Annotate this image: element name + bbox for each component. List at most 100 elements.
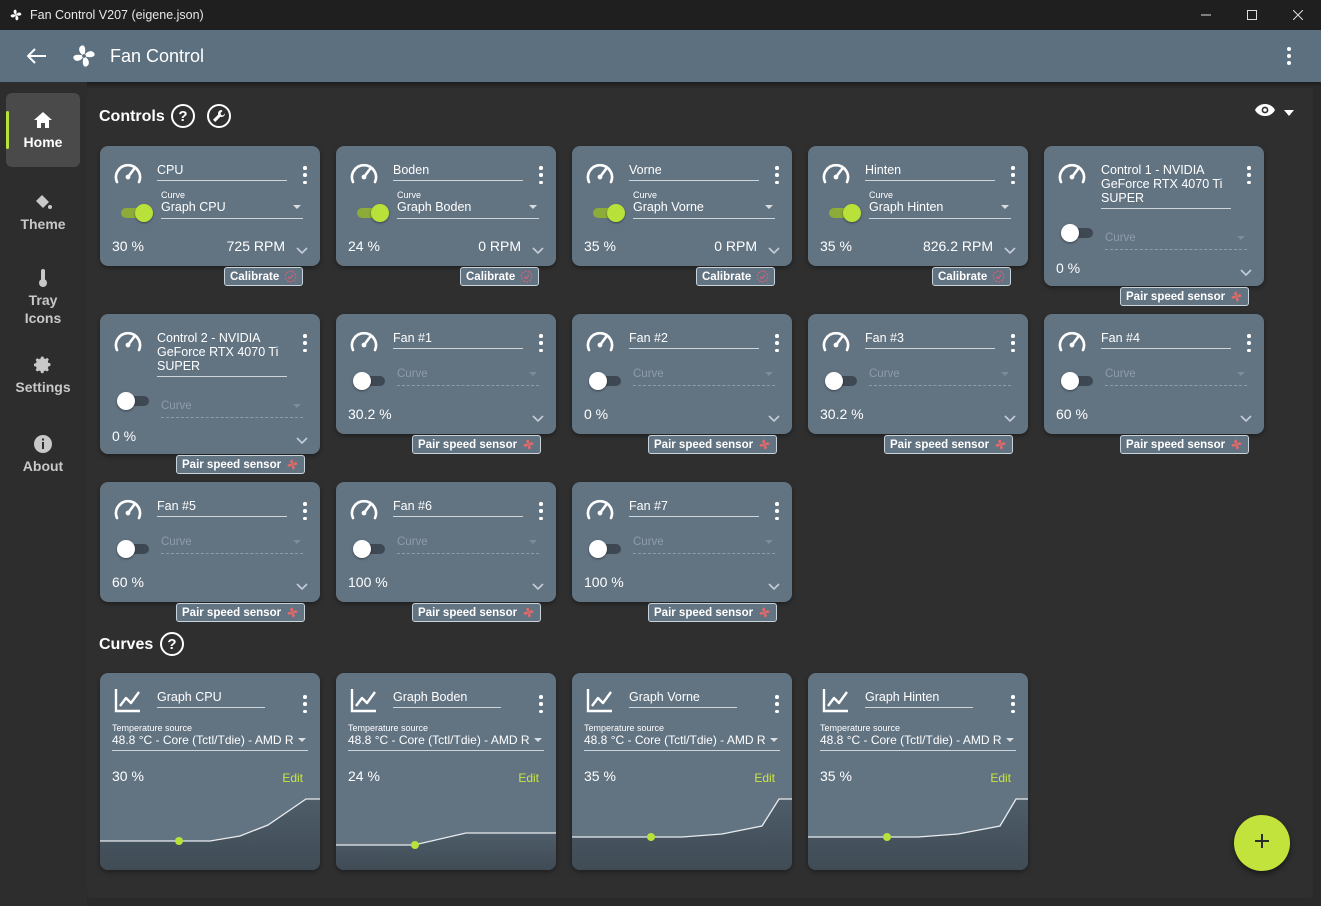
enable-toggle[interactable]	[825, 372, 859, 390]
pair-speed-sensor-button[interactable]: Pair speed sensor	[884, 435, 1014, 454]
more-icon[interactable]	[538, 166, 544, 184]
curve-select[interactable]: Curve	[161, 399, 303, 418]
more-icon[interactable]	[302, 695, 308, 713]
pair-speed-sensor-button[interactable]: Pair speed sensor	[176, 603, 306, 622]
curve-name-field[interactable]: Graph Hinten	[865, 690, 973, 708]
curve-select[interactable]: Curve Graph Boden	[397, 190, 539, 219]
more-icon[interactable]	[774, 502, 780, 520]
calibrate-button[interactable]: Calibrate	[932, 267, 1012, 286]
sidebar-item-settings[interactable]: Settings	[6, 338, 80, 412]
close-button[interactable]	[1275, 0, 1321, 30]
control-name-field[interactable]: Control 1 - NVIDIA GeForce RTX 4070 Ti S…	[1101, 163, 1231, 209]
temperature-source-select[interactable]: Temperature source 48.8 °C - Core (Tctl/T…	[820, 723, 1016, 751]
enable-toggle[interactable]	[589, 540, 623, 558]
control-name-field[interactable]: Fan #2	[629, 331, 759, 349]
more-icon[interactable]	[774, 166, 780, 184]
more-icon[interactable]	[1010, 695, 1016, 713]
chevron-down-icon[interactable]	[296, 578, 308, 591]
pair-speed-sensor-button[interactable]: Pair speed sensor	[1120, 287, 1250, 306]
temperature-source-select[interactable]: Temperature source 48.8 °C - Core (Tctl/T…	[584, 723, 780, 751]
chevron-down-icon[interactable]	[296, 432, 308, 445]
enable-toggle[interactable]	[353, 540, 387, 558]
enable-toggle[interactable]	[117, 204, 153, 222]
more-icon[interactable]	[538, 502, 544, 520]
enable-toggle[interactable]	[353, 204, 389, 222]
sidebar-item-about[interactable]: About	[6, 417, 80, 491]
chevron-down-icon[interactable]	[296, 242, 308, 255]
chevron-down-icon[interactable]	[768, 578, 780, 591]
pair-speed-sensor-button[interactable]: Pair speed sensor	[412, 603, 542, 622]
more-icon[interactable]	[774, 695, 780, 713]
control-name-field[interactable]: Vorne	[629, 163, 759, 181]
more-icon[interactable]	[538, 334, 544, 352]
pair-speed-sensor-button[interactable]: Pair speed sensor	[648, 435, 778, 454]
control-name-field[interactable]: Fan #1	[393, 331, 523, 349]
more-icon[interactable]	[538, 695, 544, 713]
curve-select[interactable]: Curve	[633, 535, 775, 554]
curve-graph[interactable]	[336, 793, 556, 870]
help-icon[interactable]: ?	[160, 632, 184, 656]
more-icon[interactable]	[302, 334, 308, 352]
chevron-down-icon[interactable]	[1004, 410, 1016, 423]
control-name-field[interactable]: Fan #7	[629, 499, 759, 517]
more-icon[interactable]	[302, 502, 308, 520]
more-icon[interactable]	[1010, 334, 1016, 352]
curve-graph[interactable]	[572, 793, 792, 870]
control-name-field[interactable]: Fan #4	[1101, 331, 1231, 349]
curve-select[interactable]: Curve	[869, 367, 1011, 386]
curve-select[interactable]: Curve Graph CPU	[161, 190, 303, 219]
curve-graph[interactable]	[100, 793, 320, 870]
curve-select[interactable]: Curve	[397, 535, 539, 554]
more-icon[interactable]	[1010, 166, 1016, 184]
curve-select[interactable]: Curve Graph Hinten	[869, 190, 1011, 219]
enable-toggle[interactable]	[117, 540, 151, 558]
curve-name-field[interactable]: Graph Vorne	[629, 690, 737, 708]
more-icon[interactable]	[302, 166, 308, 184]
chevron-down-icon[interactable]	[1240, 264, 1252, 277]
edit-link[interactable]: Edit	[282, 771, 303, 785]
minimize-button[interactable]	[1183, 0, 1229, 30]
enable-toggle[interactable]	[1061, 372, 1095, 390]
pair-speed-sensor-button[interactable]: Pair speed sensor	[648, 603, 778, 622]
chevron-down-icon[interactable]	[532, 578, 544, 591]
curve-select[interactable]: Curve	[633, 367, 775, 386]
curve-select[interactable]: Curve Graph Vorne	[633, 190, 775, 219]
maximize-button[interactable]	[1229, 0, 1275, 30]
temperature-source-select[interactable]: Temperature source 48.8 °C - Core (Tctl/T…	[348, 723, 544, 751]
chevron-down-icon[interactable]	[768, 242, 780, 255]
chevron-down-icon[interactable]	[768, 410, 780, 423]
sidebar-item-home[interactable]: Home	[6, 93, 80, 167]
control-name-field[interactable]: Boden	[393, 163, 523, 181]
curve-select[interactable]: Curve	[1105, 231, 1247, 250]
curve-select[interactable]: Curve	[1105, 367, 1247, 386]
control-name-field[interactable]: CPU	[157, 163, 287, 181]
curve-name-field[interactable]: Graph CPU	[157, 690, 265, 708]
visibility-dropdown[interactable]	[1254, 102, 1298, 122]
more-icon[interactable]	[774, 334, 780, 352]
enable-toggle[interactable]	[825, 204, 861, 222]
sidebar-item-tray-icons[interactable]: Tray Icons	[6, 257, 80, 337]
enable-toggle[interactable]	[589, 372, 623, 390]
control-name-field[interactable]: Control 2 - NVIDIA GeForce RTX 4070 Ti S…	[157, 331, 287, 377]
control-name-field[interactable]: Fan #6	[393, 499, 523, 517]
more-icon[interactable]	[1246, 166, 1252, 184]
chevron-down-icon[interactable]	[532, 410, 544, 423]
control-name-field[interactable]: Hinten	[865, 163, 995, 181]
calibrate-button[interactable]: Calibrate	[460, 267, 540, 286]
control-name-field[interactable]: Fan #5	[157, 499, 287, 517]
wrench-icon[interactable]	[207, 104, 231, 128]
pair-speed-sensor-button[interactable]: Pair speed sensor	[176, 455, 306, 474]
enable-toggle[interactable]	[117, 392, 151, 410]
help-icon[interactable]: ?	[171, 104, 195, 128]
chevron-down-icon[interactable]	[1004, 242, 1016, 255]
edit-link[interactable]: Edit	[754, 771, 775, 785]
edit-link[interactable]: Edit	[990, 771, 1011, 785]
more-icon[interactable]	[1246, 334, 1252, 352]
pair-speed-sensor-button[interactable]: Pair speed sensor	[1120, 435, 1250, 454]
back-arrow-icon[interactable]	[26, 45, 48, 67]
add-button[interactable]	[1234, 815, 1290, 871]
calibrate-button[interactable]: Calibrate	[696, 267, 776, 286]
chevron-down-icon[interactable]	[532, 242, 544, 255]
enable-toggle[interactable]	[353, 372, 387, 390]
edit-link[interactable]: Edit	[518, 771, 539, 785]
